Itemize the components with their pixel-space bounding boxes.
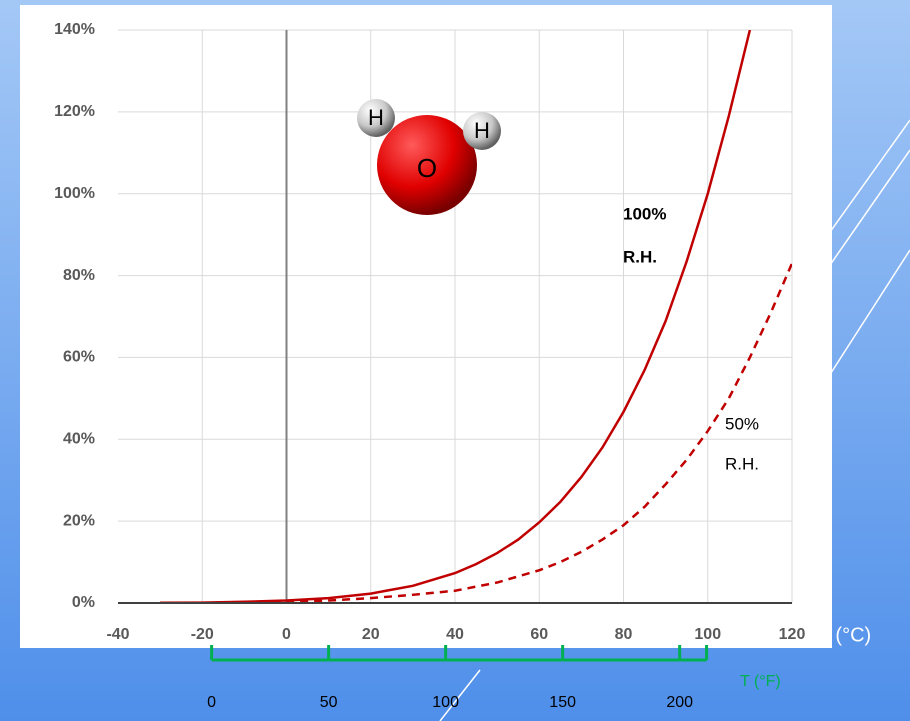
x-tick-label: 120 xyxy=(779,626,806,643)
chart: T (°C) 0%20%40%60%80%100%120%140%-40-200… xyxy=(0,0,910,721)
x-tick-label: 80 xyxy=(615,626,633,643)
atom-label: O xyxy=(417,153,437,183)
annotation: 100% xyxy=(623,204,666,223)
atom-label: H xyxy=(368,105,384,130)
y-tick-label: 40% xyxy=(63,431,95,448)
x-tick-label: 20 xyxy=(362,626,380,643)
y-tick-label: 80% xyxy=(63,267,95,284)
x2-axis-label: T (°F) xyxy=(740,673,781,690)
x-tick-label: 0 xyxy=(282,626,291,643)
y-tick-label: 20% xyxy=(63,512,95,529)
x-tick-label: -40 xyxy=(106,626,129,643)
y-tick-label: 140% xyxy=(54,21,95,38)
page: {"chart_data": {"type": "line", "x": [-3… xyxy=(0,0,910,721)
x-tick-label: 100 xyxy=(694,626,721,643)
x-tick-label: 40 xyxy=(446,626,464,643)
atom-label: H xyxy=(474,118,490,143)
x2-tick-label: 100 xyxy=(432,694,459,711)
annotation: R.H. xyxy=(725,454,759,473)
y-tick-label: 120% xyxy=(54,103,95,120)
x2-tick-label: 200 xyxy=(666,694,693,711)
x2-tick-label: 50 xyxy=(320,694,338,711)
x2-tick-label: 0 xyxy=(207,694,216,711)
x2-tick-label: 150 xyxy=(549,694,576,711)
y-tick-label: 0% xyxy=(72,594,95,611)
y-tick-label: 60% xyxy=(63,349,95,366)
plot-panel xyxy=(20,5,832,648)
y-tick-label: 100% xyxy=(54,185,95,202)
annotation: R.H. xyxy=(623,247,657,266)
annotation: 50% xyxy=(725,414,759,433)
x-tick-label: 60 xyxy=(530,626,548,643)
x-tick-label: -20 xyxy=(191,626,214,643)
